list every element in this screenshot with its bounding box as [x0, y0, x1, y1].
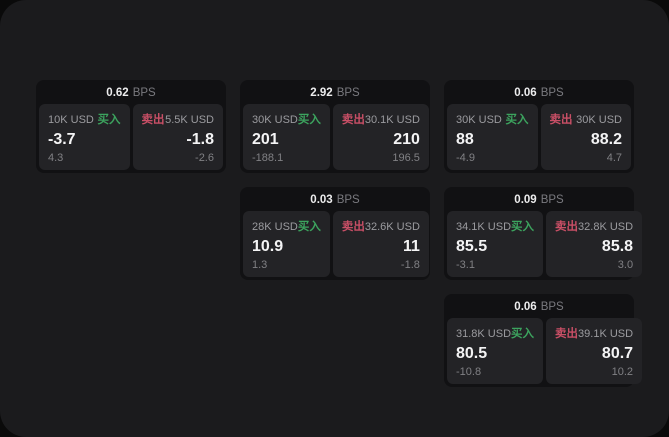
- buy-delta: 1.3: [252, 259, 268, 271]
- sell-price: 88.2: [590, 131, 622, 148]
- buy-tile[interactable]: 30K USD 买入 88 -4.9: [447, 104, 538, 170]
- buy-price: 88: [456, 131, 474, 148]
- sell-delta: 4.7: [606, 152, 622, 164]
- buy-delta: -10.8: [456, 366, 482, 378]
- spread-unit: BPS: [540, 301, 564, 313]
- spread-header: 0.62 BPS: [39, 83, 223, 104]
- sell-tile[interactable]: 卖出 32.8K USD 85.8 3.0: [546, 211, 643, 277]
- quote-tiles: 34.1K USD 买入 85.5 -3.1 卖出 32.8K USD 85.8…: [447, 211, 643, 277]
- buy-amount: 28K USD: [252, 221, 298, 233]
- sell-price: -1.8: [186, 131, 214, 148]
- sell-amount: 5.5K USD: [165, 114, 214, 126]
- spread-value: 0.62: [106, 87, 129, 99]
- sell-tile[interactable]: 卖出 39.1K USD 80.7 10.2: [546, 318, 643, 384]
- spread-value: 0.03: [310, 194, 333, 206]
- spread-header: 0.03 BPS: [243, 190, 427, 211]
- sell-side-label: 卖出: [141, 114, 165, 126]
- quote-card: 0.06 BPS 31.8K USD 买入 80.5 -10.8 卖出 39.1K…: [444, 294, 643, 387]
- spread-unit: BPS: [540, 87, 564, 99]
- buy-tile[interactable]: 10K USD 买入 -3.7 4.3: [39, 104, 130, 170]
- buy-side-label: 买入: [297, 114, 321, 126]
- buy-side-label: 买入: [511, 328, 535, 340]
- buy-side-label: 买入: [505, 114, 529, 126]
- buy-price: 85.5: [456, 238, 488, 255]
- spread-header: 0.06 BPS: [447, 297, 631, 318]
- sell-side-label: 卖出: [555, 328, 579, 340]
- quote-card: 2.92 BPS 30K USD 买入 201 -188.1 卖出 30.1K U…: [240, 80, 430, 173]
- sell-amount: 32.8K USD: [578, 221, 634, 233]
- buy-price: 10.9: [252, 238, 284, 255]
- quote-tiles: 30K USD 买入 201 -188.1 卖出 30.1K USD 210 1…: [243, 104, 429, 170]
- sell-delta: 3.0: [617, 259, 634, 271]
- sell-price: 210: [393, 131, 420, 148]
- spread-value: 2.92: [310, 87, 333, 99]
- sell-delta: -1.8: [400, 259, 420, 271]
- buy-amount: 10K USD: [48, 114, 94, 126]
- buy-delta: -4.9: [456, 152, 475, 164]
- sell-tile[interactable]: 卖出 30.1K USD 210 196.5: [332, 104, 429, 170]
- spread-value: 0.06: [514, 301, 537, 313]
- buy-side-label: 买入: [97, 114, 121, 126]
- buy-tile[interactable]: 30K USD 买入 201 -188.1: [243, 104, 330, 170]
- sell-side-label: 卖出: [341, 114, 365, 126]
- sell-amount: 32.6K USD: [364, 221, 420, 233]
- quote-card: 0.03 BPS 28K USD 买入 10.9 1.3 卖出 32.6K USD: [240, 187, 430, 280]
- sell-amount: 39.1K USD: [578, 328, 634, 340]
- buy-price: 201: [252, 131, 279, 148]
- quote-tiles: 10K USD 买入 -3.7 4.3 卖出 5.5K USD -1.8 -2.…: [39, 104, 223, 170]
- spread-value: 0.06: [514, 87, 537, 99]
- sell-side-label: 卖出: [549, 114, 573, 126]
- quote-tiles: 31.8K USD 买入 80.5 -10.8 卖出 39.1K USD 80.…: [447, 318, 643, 384]
- quote-card: 0.62 BPS 10K USD 买入 -3.7 4.3 卖出 5.5K USD: [36, 80, 226, 173]
- buy-side-label: 买入: [297, 221, 321, 233]
- buy-amount: 30K USD: [252, 114, 298, 126]
- sell-price: 85.8: [601, 238, 634, 255]
- buy-tile[interactable]: 31.8K USD 买入 80.5 -10.8: [447, 318, 544, 384]
- buy-amount: 34.1K USD: [456, 221, 512, 233]
- spread-header: 0.09 BPS: [447, 190, 631, 211]
- quote-tiles: 28K USD 买入 10.9 1.3 卖出 32.6K USD 11 -1.8: [243, 211, 429, 277]
- buy-tile[interactable]: 28K USD 买入 10.9 1.3: [243, 211, 330, 277]
- spread-unit: BPS: [336, 194, 360, 206]
- spread-value: 0.09: [514, 194, 537, 206]
- buy-delta: -3.1: [456, 259, 475, 271]
- sell-delta: 196.5: [392, 152, 420, 164]
- spread-header: 0.06 BPS: [447, 83, 631, 104]
- quotes-grid: 0.62 BPS 10K USD 买入 -3.7 4.3 卖出 5.5K USD: [36, 80, 643, 387]
- sell-price: 80.7: [601, 345, 634, 362]
- quote-card: 0.09 BPS 34.1K USD 买入 85.5 -3.1 卖出 32.8K …: [444, 187, 643, 280]
- buy-price: -3.7: [48, 131, 76, 148]
- sell-tile[interactable]: 卖出 30K USD 88.2 4.7: [540, 104, 631, 170]
- sell-tile[interactable]: 卖出 5.5K USD -1.8 -2.6: [132, 104, 223, 170]
- sell-tile[interactable]: 卖出 32.6K USD 11 -1.8: [332, 211, 429, 277]
- sell-delta: 10.2: [611, 366, 634, 378]
- quote-tiles: 30K USD 买入 88 -4.9 卖出 30K USD 88.2 4.7: [447, 104, 631, 170]
- sell-price: 11: [402, 238, 420, 255]
- sell-amount: 30.1K USD: [364, 114, 420, 126]
- buy-tile[interactable]: 34.1K USD 买入 85.5 -3.1: [447, 211, 544, 277]
- spread-unit: BPS: [336, 87, 360, 99]
- buy-delta: -188.1: [252, 152, 284, 164]
- buy-price: 80.5: [456, 345, 488, 362]
- buy-side-label: 买入: [511, 221, 535, 233]
- quote-card: 0.06 BPS 30K USD 买入 88 -4.9 卖出 30K USD: [444, 80, 634, 173]
- sell-amount: 30K USD: [576, 114, 622, 126]
- sell-delta: -2.6: [195, 152, 214, 164]
- spread-unit: BPS: [132, 87, 156, 99]
- sell-side-label: 卖出: [555, 221, 579, 233]
- buy-amount: 30K USD: [456, 114, 502, 126]
- buy-amount: 31.8K USD: [456, 328, 512, 340]
- spread-header: 2.92 BPS: [243, 83, 427, 104]
- buy-delta: 4.3: [48, 152, 64, 164]
- spread-unit: BPS: [540, 194, 564, 206]
- sell-side-label: 卖出: [341, 221, 365, 233]
